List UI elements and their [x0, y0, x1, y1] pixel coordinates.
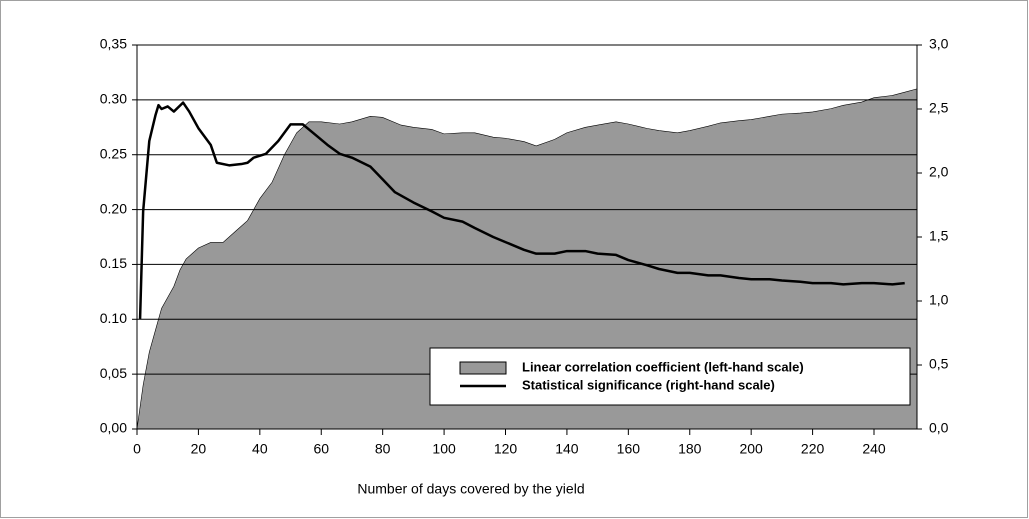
x-tick-label: 60 [313, 441, 329, 457]
y2-tick-label: 2,0 [929, 164, 949, 180]
y-tick-label: 0,00 [100, 420, 127, 436]
y2-tick-label: 1,0 [929, 292, 949, 308]
y-tick-label: 0,35 [100, 36, 127, 52]
legend-label: Linear correlation coefficient (left-han… [522, 359, 804, 374]
legend-label: Statistical significance (right-hand sca… [522, 377, 775, 392]
y2-tick-label: 0,5 [929, 356, 949, 372]
x-tick-label: 40 [252, 441, 268, 457]
legend-swatch [459, 361, 507, 375]
x-tick-label: 80 [375, 441, 391, 457]
y2-tick-label: 0,0 [929, 420, 949, 436]
x-tick-label: 100 [432, 441, 456, 457]
x-tick-label: 20 [191, 441, 207, 457]
y-tick-label: 0.10 [100, 310, 127, 326]
area [136, 88, 918, 430]
x-tick-label: 160 [617, 441, 641, 457]
y-tick-label: 0,05 [100, 365, 127, 381]
x-tick-label: 140 [555, 441, 579, 457]
y-tick-label: 0.20 [100, 200, 127, 216]
x-tick-label: 220 [801, 441, 825, 457]
x-tick-label: 200 [739, 441, 763, 457]
x-tick-label: 0 [133, 441, 141, 457]
x-tick-label: 180 [678, 441, 702, 457]
y-tick-label: 0.15 [100, 255, 127, 271]
line [138, 101, 905, 319]
x-tick-label: 120 [494, 441, 518, 457]
y-tick-label: 0.25 [100, 145, 127, 161]
legend-box [429, 347, 911, 406]
y2-tick-label: 1,5 [929, 228, 949, 244]
x-tick-label: 240 [862, 441, 886, 457]
y2-tick-label: 3,0 [929, 36, 949, 52]
y2-tick-label: 2,5 [929, 100, 949, 116]
y-tick-label: 0.30 [100, 91, 127, 107]
x-axis-label: Number of days covered by the yield [357, 481, 584, 497]
